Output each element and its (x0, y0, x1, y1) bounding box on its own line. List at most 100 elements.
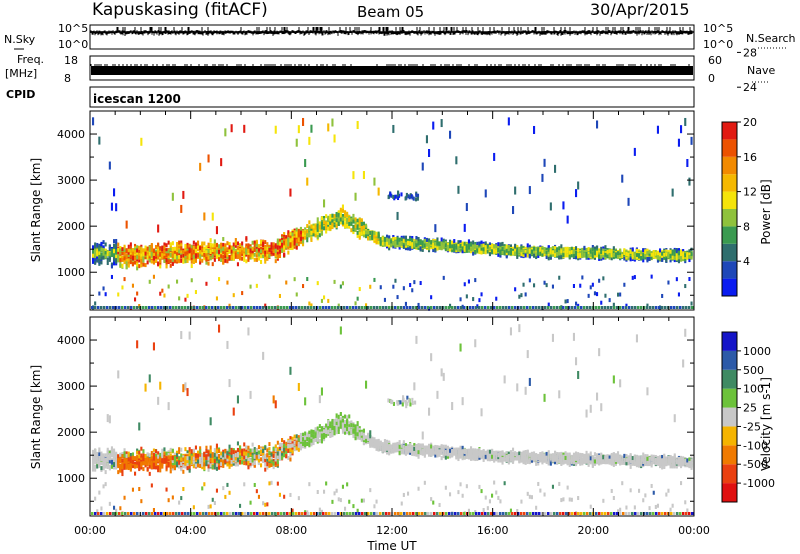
ground-cell (214, 306, 217, 309)
ground-cell (277, 306, 280, 309)
scatter-cell (136, 266, 139, 271)
scatter-cell (688, 252, 691, 257)
scatter-cell (169, 247, 172, 252)
scatter-cell (222, 247, 225, 252)
scatter-cell (295, 242, 298, 247)
scatter-cell (499, 242, 502, 247)
scatter-cell (136, 245, 139, 250)
scatter-cell (627, 252, 630, 257)
scatter-cell (404, 246, 407, 251)
scatter-cell (194, 258, 197, 263)
scatter-cell (245, 236, 248, 241)
scatter-cell (631, 247, 634, 252)
scatter-cell (203, 212, 206, 221)
scatter-cell (270, 242, 273, 247)
ground-cell (127, 306, 130, 309)
scatter-cell (449, 130, 452, 139)
scatter-cell (199, 260, 202, 265)
scatter-cell (110, 248, 113, 253)
scatter-cell (299, 226, 302, 231)
scatter-cell (457, 185, 460, 194)
scatter-cell (222, 250, 225, 255)
scatter-cell (360, 225, 363, 230)
scatter-cell (211, 253, 214, 258)
scatter-cell (551, 250, 554, 255)
scatter-cell (312, 225, 315, 230)
scatter-cell (331, 220, 334, 225)
scatter-cell (113, 253, 116, 258)
scatter-cell (213, 251, 216, 256)
scatter-cell (346, 221, 349, 226)
scatter-cell (663, 252, 666, 257)
scatter-cell (209, 242, 212, 247)
scatter-cell (159, 291, 162, 296)
scatter-cell (316, 234, 319, 239)
scatter-cell (140, 249, 143, 254)
scatter-cell (201, 250, 204, 255)
scatter-cell (127, 244, 130, 249)
ground-cell (253, 306, 256, 309)
scatter-cell (104, 254, 107, 259)
scatter-cell (341, 216, 344, 221)
scatter-cell (400, 237, 403, 242)
scatter-cell (96, 253, 99, 258)
scatter-cell (631, 255, 634, 260)
scatter-cell (205, 250, 208, 255)
ground-cell (349, 306, 352, 309)
scatter-cell (669, 252, 672, 257)
scatter-cell (260, 247, 263, 252)
scatter-cell (677, 248, 680, 253)
scatter-cell (350, 221, 353, 226)
scatter-cell (472, 240, 475, 245)
scatter-cell (440, 119, 443, 128)
scatter-cell (390, 241, 393, 246)
scatter-cell (236, 262, 239, 267)
scatter-cell (150, 253, 153, 258)
scatter-cell (289, 241, 292, 246)
scatter-cell (356, 225, 359, 230)
scatter-cell (152, 274, 155, 279)
scatter-cell (165, 248, 168, 253)
scatter-cell (325, 229, 328, 234)
cpid-frame (89, 86, 695, 108)
scatter-cell (281, 248, 284, 253)
scatter-cell (491, 243, 494, 248)
scatter-cell (186, 250, 189, 255)
scatter-cell (453, 248, 456, 253)
scatter-cell (348, 224, 351, 229)
scatter-cell (533, 246, 536, 251)
scatter-cell (218, 244, 221, 249)
scatter-cell (197, 240, 200, 245)
scatter-cell (428, 242, 431, 247)
scatter-cell (476, 241, 479, 246)
scatter-cell (335, 218, 338, 223)
scatter-cell (142, 248, 145, 253)
scatter-cell (560, 244, 563, 249)
scatter-cell (239, 250, 242, 255)
scatter-cell (310, 303, 313, 308)
scatter-cell (644, 253, 647, 258)
scatter-cell (257, 244, 260, 249)
scatter-cell (417, 237, 420, 242)
scatter-cell (329, 221, 332, 226)
scatter-cell (302, 230, 305, 235)
scatter-cell (281, 239, 284, 244)
scatter-cell (266, 246, 269, 251)
scatter-cell (266, 242, 269, 247)
scatter-cell (688, 277, 691, 282)
scatter-cell (339, 217, 342, 222)
scatter-cell (411, 235, 414, 240)
scatter-cell (257, 256, 260, 261)
scatter-cell (201, 258, 204, 263)
scatter-cell (547, 302, 550, 307)
scatter-cell (110, 202, 113, 211)
scatter-cell (115, 203, 118, 212)
scatter-cell (178, 240, 181, 245)
scatter-cell (608, 252, 611, 257)
scatter-cell (127, 253, 130, 258)
scatter-cell (278, 249, 281, 254)
scatter-cell (159, 261, 162, 266)
scatter-cell (255, 239, 258, 244)
scatter-cell (341, 220, 344, 225)
scatter-cell (467, 245, 470, 250)
